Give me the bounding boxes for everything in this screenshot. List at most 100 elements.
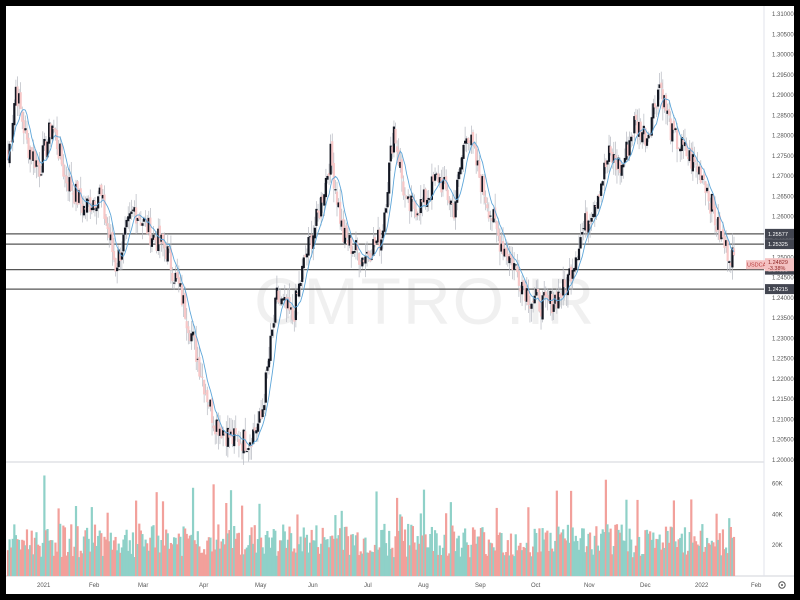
candle[interactable] xyxy=(514,264,517,266)
candle[interactable] xyxy=(44,141,48,156)
candle[interactable] xyxy=(210,398,214,423)
candle[interactable] xyxy=(468,141,471,143)
candle[interactable] xyxy=(198,356,201,377)
candle[interactable] xyxy=(407,196,410,200)
candle[interactable] xyxy=(451,202,454,204)
candle[interactable] xyxy=(22,120,25,134)
candle[interactable] xyxy=(569,266,573,282)
candle[interactable] xyxy=(123,227,127,235)
candle[interactable] xyxy=(726,240,729,262)
candle[interactable] xyxy=(691,154,694,172)
candle[interactable] xyxy=(701,175,704,180)
candle[interactable] xyxy=(161,233,165,244)
candle[interactable] xyxy=(119,251,122,261)
candle[interactable] xyxy=(38,163,41,177)
candle[interactable] xyxy=(712,195,715,210)
candle[interactable] xyxy=(443,176,446,180)
candle[interactable] xyxy=(55,130,59,150)
candle[interactable] xyxy=(476,160,479,166)
candle[interactable] xyxy=(601,181,604,186)
candle[interactable] xyxy=(669,118,672,141)
candle[interactable] xyxy=(405,196,408,199)
candle[interactable] xyxy=(445,176,448,190)
candle[interactable] xyxy=(729,262,732,266)
candle[interactable] xyxy=(462,144,465,159)
candle[interactable] xyxy=(696,165,699,173)
candle[interactable] xyxy=(622,164,625,168)
candle[interactable] xyxy=(482,176,486,196)
candle[interactable] xyxy=(713,206,717,226)
candle[interactable] xyxy=(43,138,46,146)
candle[interactable] xyxy=(36,160,40,166)
candle[interactable] xyxy=(158,225,161,245)
candle[interactable] xyxy=(517,271,520,286)
candle[interactable] xyxy=(430,176,433,200)
candle[interactable] xyxy=(392,126,396,153)
candle[interactable] xyxy=(704,181,707,194)
candle[interactable] xyxy=(475,145,478,166)
candle[interactable] xyxy=(661,89,664,109)
candle[interactable] xyxy=(111,231,114,253)
candle[interactable] xyxy=(672,120,675,130)
candle[interactable] xyxy=(571,270,574,279)
candle[interactable] xyxy=(500,243,503,252)
candle[interactable] xyxy=(169,248,173,270)
candle[interactable] xyxy=(513,263,516,270)
candle[interactable] xyxy=(250,444,253,448)
candle[interactable] xyxy=(139,222,142,226)
candle[interactable] xyxy=(426,199,429,207)
candle[interactable] xyxy=(650,117,653,136)
candle[interactable] xyxy=(699,166,702,183)
candle[interactable] xyxy=(413,201,416,209)
candle[interactable] xyxy=(400,159,403,179)
candle[interactable] xyxy=(215,419,218,432)
candle[interactable] xyxy=(135,207,138,224)
candle[interactable] xyxy=(516,266,519,273)
candle[interactable] xyxy=(288,297,291,311)
candle[interactable] xyxy=(163,242,166,249)
candle[interactable] xyxy=(460,157,464,170)
candle[interactable] xyxy=(301,265,304,282)
candle[interactable] xyxy=(728,261,731,263)
candle[interactable] xyxy=(543,292,546,296)
candle[interactable] xyxy=(432,174,435,182)
candle[interactable] xyxy=(630,136,633,142)
candle[interactable] xyxy=(84,208,87,210)
candle[interactable] xyxy=(688,150,691,161)
candle[interactable] xyxy=(490,218,494,221)
candle[interactable] xyxy=(501,241,505,255)
candle[interactable] xyxy=(440,177,443,193)
candle[interactable] xyxy=(261,409,264,418)
candle[interactable] xyxy=(40,174,43,176)
candle[interactable] xyxy=(122,234,125,252)
candle[interactable] xyxy=(702,174,706,180)
candle[interactable] xyxy=(128,213,131,219)
candle[interactable] xyxy=(222,430,225,436)
candle[interactable] xyxy=(494,207,497,219)
candle[interactable] xyxy=(487,211,490,219)
candle[interactable] xyxy=(95,207,98,212)
candle[interactable] xyxy=(150,238,154,247)
candle[interactable] xyxy=(193,334,196,338)
candle[interactable] xyxy=(49,123,52,138)
candle[interactable] xyxy=(615,162,619,171)
candle[interactable] xyxy=(555,291,558,308)
candle[interactable] xyxy=(448,199,451,204)
candle[interactable] xyxy=(668,109,671,116)
candle[interactable] xyxy=(536,288,539,293)
candle[interactable] xyxy=(647,134,650,139)
candle[interactable] xyxy=(573,268,576,272)
candle[interactable] xyxy=(71,193,74,195)
candle[interactable] xyxy=(619,160,622,173)
candle[interactable] xyxy=(59,143,62,157)
candle[interactable] xyxy=(354,240,358,251)
candle[interactable] xyxy=(373,237,377,245)
candle[interactable] xyxy=(388,162,391,194)
candle[interactable] xyxy=(147,217,150,233)
candle[interactable] xyxy=(511,257,514,271)
candle[interactable] xyxy=(252,429,255,445)
candle[interactable] xyxy=(628,140,631,156)
candle[interactable] xyxy=(282,298,285,301)
candle[interactable] xyxy=(271,329,274,336)
candle[interactable] xyxy=(259,410,263,419)
